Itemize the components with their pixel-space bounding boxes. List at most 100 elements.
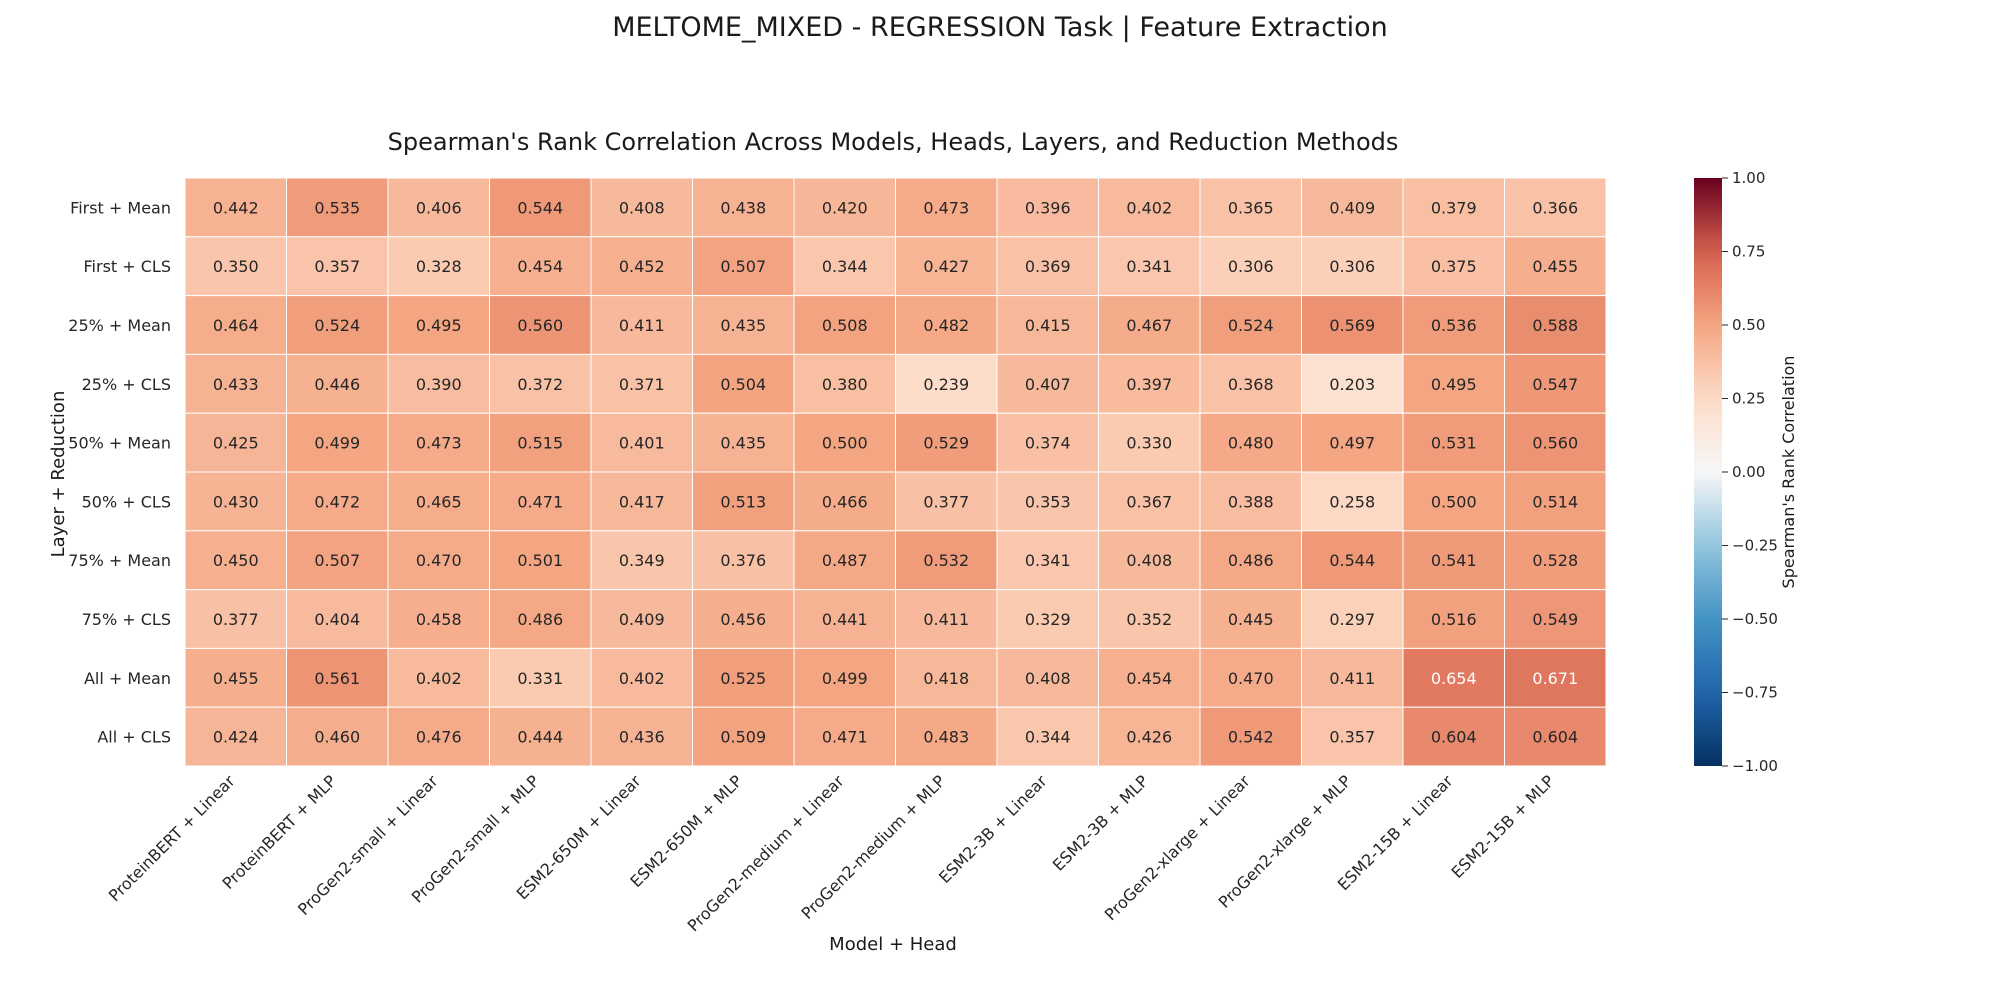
row-label: All + CLS <box>97 728 171 747</box>
cell-value-label: 0.376 <box>720 551 766 570</box>
heatmap-cell <box>996 353 1099 414</box>
cell-value-label: 0.654 <box>1431 669 1477 688</box>
heatmap-cell <box>895 530 998 591</box>
cell-value-label: 0.524 <box>1228 316 1274 335</box>
cell-value-label: 0.433 <box>213 375 259 394</box>
heatmap-cell <box>387 236 490 297</box>
cell-value-label: 0.495 <box>1431 375 1477 394</box>
cell-value-label: 0.424 <box>213 728 259 747</box>
cell-value-label: 0.401 <box>619 434 665 453</box>
cell-value-label: 0.470 <box>416 551 462 570</box>
cell-value-label: 0.366 <box>1532 198 1578 217</box>
heatmap-cell <box>286 706 389 767</box>
heatmap-cell <box>286 295 389 355</box>
cell-value-label: 0.466 <box>822 492 868 511</box>
cell-value-label: 0.472 <box>314 492 360 511</box>
heatmap-cell <box>1301 236 1404 297</box>
cell-value-label: 0.604 <box>1431 728 1477 747</box>
cell-value-label: 0.473 <box>923 198 969 217</box>
heatmap-cell <box>489 647 592 708</box>
cell-value-label: 0.379 <box>1431 198 1477 217</box>
heatmap-cell <box>184 177 287 238</box>
cell-value-label: 0.473 <box>416 434 462 453</box>
cell-value-label: 0.203 <box>1329 375 1375 394</box>
column-label: ESM2-15B + MLP <box>1448 771 1559 882</box>
cell-value-label: 0.455 <box>1532 257 1578 276</box>
heatmap-cell <box>184 530 287 591</box>
cell-value-label: 0.297 <box>1329 610 1375 629</box>
heatmap-cell <box>286 412 389 473</box>
cell-value-label: 0.377 <box>923 492 969 511</box>
cell-value-label: 0.306 <box>1228 257 1274 276</box>
cell-value-label: 0.450 <box>213 551 259 570</box>
cell-value-label: 0.524 <box>314 316 360 335</box>
colorbar-ticks: 1.00 0.75 0.50 0.25 0.00 −0.25 −0.50 −0.75 −1.00 <box>1722 169 1778 775</box>
heatmap-cell <box>590 353 693 414</box>
column-label: ProteinBERT + MLP <box>219 771 341 893</box>
heatmap-cell <box>286 471 389 532</box>
heatmap-cell <box>692 706 795 767</box>
cell-value-label: 0.375 <box>1431 257 1477 276</box>
heatmap-cell <box>692 412 795 473</box>
row-label: 50% + CLS <box>82 492 171 511</box>
heatmap-cell <box>996 471 1099 532</box>
heatmap-cell <box>286 353 389 414</box>
cell-value-label: 0.374 <box>1025 434 1071 453</box>
cell-value-label: 0.380 <box>822 375 868 394</box>
cell-value-label: 0.507 <box>314 551 360 570</box>
row-label: First + Mean <box>70 198 171 217</box>
cell-value-label: 0.544 <box>1329 551 1375 570</box>
cell-value-label: 0.513 <box>720 492 766 511</box>
cell-value-label: 0.454 <box>517 257 563 276</box>
cell-value-label: 0.409 <box>619 610 665 629</box>
heatmap-cell <box>793 353 896 414</box>
heatmap-cell <box>895 412 998 473</box>
heatmap-cell <box>1098 647 1201 708</box>
cell-value-label: 0.464 <box>213 316 259 335</box>
heatmap-cell <box>1504 295 1607 355</box>
heatmap-cell <box>387 647 490 708</box>
row-label: 75% + Mean <box>68 551 171 570</box>
cell-value-label: 0.331 <box>517 669 563 688</box>
cell-value-label: 0.402 <box>416 669 462 688</box>
cell-value-label: 0.507 <box>720 257 766 276</box>
heatmap-cell <box>1098 589 1201 649</box>
cell-value-label: 0.495 <box>416 316 462 335</box>
heatmap-cell <box>1098 471 1201 532</box>
heatmap-cell <box>996 412 1099 473</box>
heatmap-cell <box>590 530 693 591</box>
cell-value-label: 0.427 <box>923 257 969 276</box>
heatmap-cell <box>1504 706 1607 767</box>
heatmap-cell <box>1504 412 1607 473</box>
cell-value-label: 0.508 <box>822 316 868 335</box>
cell-value-label: 0.541 <box>1431 551 1477 570</box>
cell-value-label: 0.561 <box>314 669 360 688</box>
cell-value-label: 0.411 <box>923 610 969 629</box>
colorbar-tick-label: −0.25 <box>1732 537 1778 555</box>
cell-value-label: 0.402 <box>1126 198 1172 217</box>
cell-value-label: 0.407 <box>1025 375 1071 394</box>
cell-value-label: 0.406 <box>416 198 462 217</box>
cell-value-label: 0.368 <box>1228 375 1274 394</box>
colorbar-tick-label: 0.50 <box>1732 316 1765 334</box>
cell-value-label: 0.452 <box>619 257 665 276</box>
cell-value-label: 0.417 <box>619 492 665 511</box>
cell-value-label: 0.544 <box>517 198 563 217</box>
heatmap-cell <box>1098 295 1201 355</box>
heatmap-cell <box>184 706 287 767</box>
heatmap-cell <box>895 177 998 238</box>
heatmap-cell <box>1301 647 1404 708</box>
x-axis-label: Model + Head <box>829 934 957 955</box>
cell-value-label: 0.560 <box>1532 434 1578 453</box>
colorbar-tick-label: 0.00 <box>1732 463 1765 481</box>
heatmap-cell <box>996 530 1099 591</box>
heatmap-cell <box>1504 647 1607 708</box>
heatmap-cell <box>387 295 490 355</box>
cell-value-label: 0.344 <box>822 257 868 276</box>
heatmap-cell <box>895 471 998 532</box>
cell-value-label: 0.470 <box>1228 669 1274 688</box>
cell-value-label: 0.445 <box>1228 610 1274 629</box>
heatmap-cell <box>1301 530 1404 591</box>
